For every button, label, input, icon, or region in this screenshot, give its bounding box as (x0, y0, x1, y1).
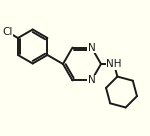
Text: N: N (88, 43, 95, 52)
Text: Cl: Cl (2, 27, 13, 37)
Text: NH: NH (106, 59, 122, 69)
Text: N: N (88, 75, 95, 85)
